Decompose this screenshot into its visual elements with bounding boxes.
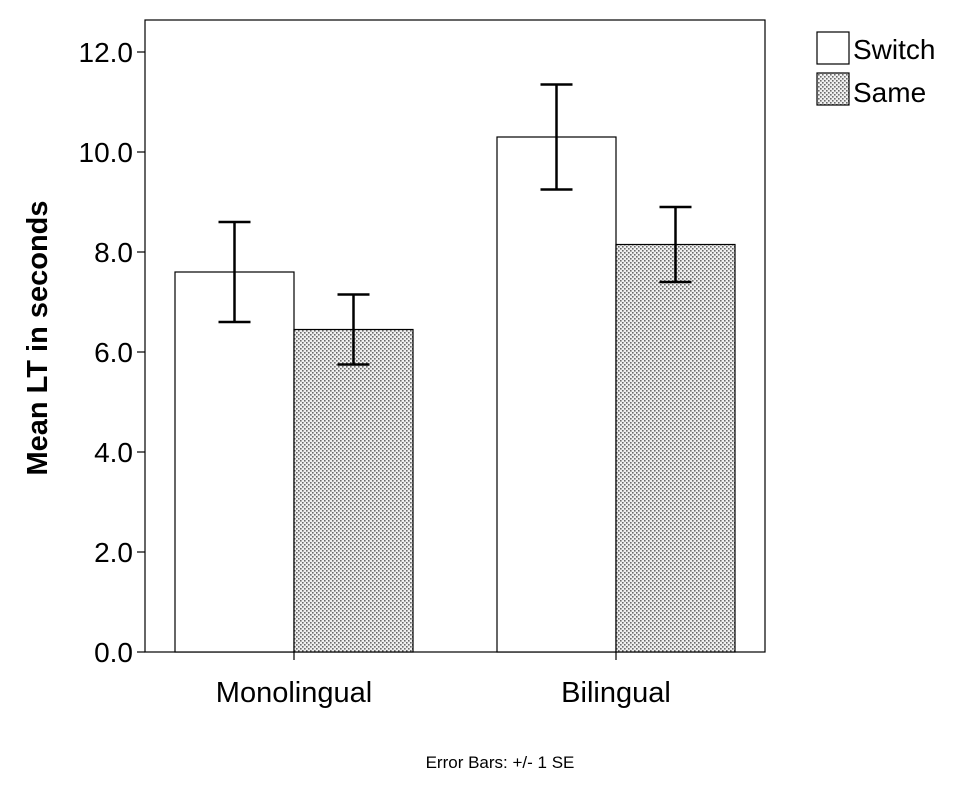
legend-label-switch: Switch	[853, 34, 935, 65]
y-tick-label: 0.0	[94, 637, 133, 668]
bar-same-monolingual	[293, 328, 414, 653]
y-axis: 0.0 2.0 4.0 6.0 8.0 10.0 12.0	[79, 37, 145, 668]
bar-same-bilingual	[615, 243, 736, 653]
x-tick-label: Monolingual	[216, 677, 372, 709]
legend-swatch-same	[816, 72, 850, 106]
y-tick-label: 8.0	[94, 237, 133, 268]
legend: Switch Same	[816, 31, 935, 108]
y-tick-label: 12.0	[79, 37, 134, 68]
y-tick-label: 6.0	[94, 337, 133, 368]
x-tick-label: Bilingual	[561, 677, 671, 709]
y-tick-label: 2.0	[94, 537, 133, 568]
bar-switch-bilingual	[496, 136, 617, 653]
bars-layer	[174, 136, 736, 653]
y-axis-label: Mean LT in seconds	[22, 200, 54, 475]
legend-swatch-switch	[816, 31, 850, 65]
footnote: Error Bars: +/- 1 SE	[426, 753, 575, 772]
plot-frame	[144, 19, 766, 653]
y-tick-label: 10.0	[79, 137, 134, 168]
bar-switch-monolingual	[174, 271, 295, 653]
error-bars-layer	[218, 83, 692, 366]
x-axis: Monolingual Bilingual	[216, 652, 671, 709]
legend-label-same: Same	[853, 77, 926, 108]
y-tick-label: 4.0	[94, 437, 133, 468]
